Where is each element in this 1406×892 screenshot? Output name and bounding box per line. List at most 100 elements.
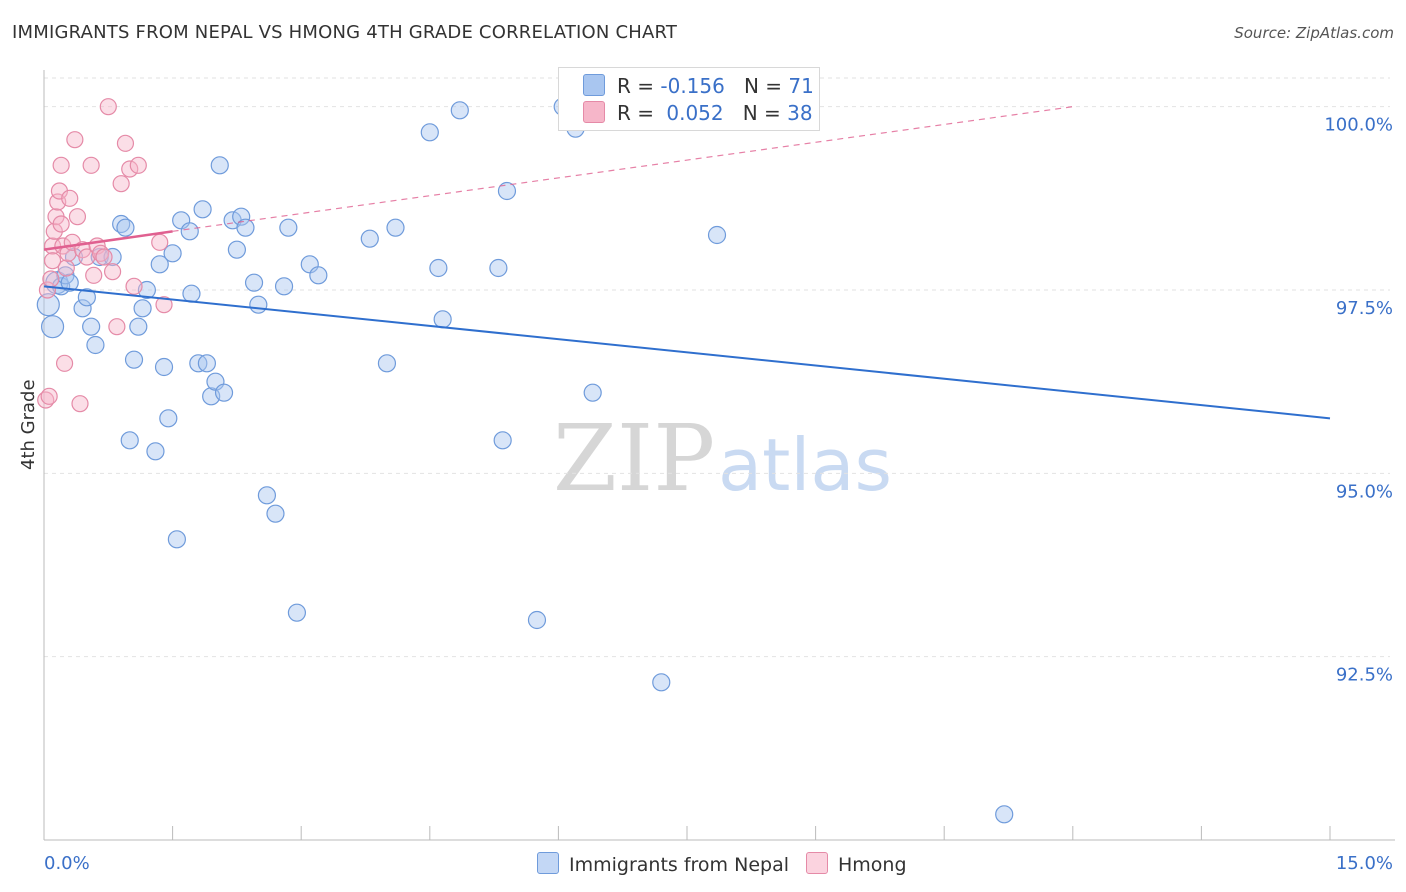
nepal-point: [180, 222, 199, 241]
hmong-point: [108, 318, 126, 336]
bottom-legend-hmong: Hmong: [806, 852, 907, 876]
hmong-point: [103, 263, 122, 281]
y-tick-label: 100.0%: [1324, 115, 1393, 136]
nepal-trend-line: [43, 285, 1331, 420]
nepal-point: [244, 273, 264, 292]
nepal-point: [386, 218, 405, 237]
hmong-point: [71, 395, 89, 413]
hmong-r-value: 0.052: [666, 101, 724, 125]
nepal-point: [197, 354, 216, 373]
nepal-point: [274, 277, 294, 296]
nepal-point: [236, 218, 255, 237]
hmong-trend-line: [43, 230, 173, 251]
nepal-point: [652, 673, 671, 692]
nepal-point: [450, 101, 469, 120]
nepal-point: [146, 442, 165, 461]
nepal-point: [257, 486, 277, 505]
nepal-point: [163, 244, 182, 263]
hmong-point: [38, 281, 57, 299]
nepal-point: [116, 218, 135, 237]
nepal-point: [279, 218, 298, 237]
hmong-point: [112, 175, 130, 193]
watermark-atlas: atlas: [718, 423, 892, 507]
nepal-point: [77, 288, 96, 307]
nepal-point: [266, 504, 285, 523]
hmong-point: [85, 266, 103, 284]
nepal-point: [182, 284, 201, 303]
nepal-point: [377, 354, 397, 373]
nepal-legend-label: Immigrants from Nepal: [569, 854, 789, 876]
x-tick-label-max: 15.0%: [1336, 853, 1393, 874]
hmong-point: [155, 296, 173, 314]
nepal-point: [309, 266, 328, 285]
nepal-point: [287, 603, 307, 622]
hmong-swatch: [583, 101, 605, 123]
nepal-point: [60, 273, 79, 292]
hmong-point: [78, 248, 96, 266]
hmong-point: [61, 189, 79, 207]
hmong-point: [43, 252, 62, 270]
nepal-point: [86, 335, 105, 355]
nepal-point: [159, 409, 178, 428]
nepal-point: [360, 229, 379, 248]
nepal-point: [137, 280, 156, 300]
hmong-point: [40, 387, 58, 405]
nepal-point: [124, 350, 144, 369]
nepal-swatch: [583, 74, 605, 96]
nepal-point: [497, 181, 517, 201]
hmong-point: [52, 215, 70, 233]
y-tick-label: 95.0%: [1336, 481, 1393, 502]
nepal-point: [214, 383, 234, 402]
hmong-trend-extension: [172, 106, 1073, 232]
hmong-point: [151, 233, 169, 251]
hmong-n-value: 38: [787, 101, 813, 125]
nepal-point: [420, 123, 439, 142]
hmong-point: [82, 156, 100, 174]
hmong-point: [116, 134, 135, 152]
nepal-point: [493, 431, 512, 450]
r-label: R =: [617, 74, 655, 98]
nepal-point: [167, 530, 186, 549]
nepal-n-value: 71: [788, 74, 814, 98]
nepal-point: [489, 258, 508, 278]
hmong-point: [125, 277, 143, 295]
nepal-r-value: -0.156: [660, 74, 725, 98]
nepal-point: [193, 200, 212, 219]
hmong-point: [66, 131, 84, 149]
nepal-point: [583, 383, 602, 402]
chart-source: Source: ZipAtlas.com: [1234, 24, 1394, 42]
r-label: R =: [617, 101, 655, 125]
chart-title: IMMIGRANTS FROM NEPAL VS HMONG 4TH GRADE…: [12, 22, 678, 43]
nepal-point: [40, 315, 65, 339]
hmong-point: [129, 156, 147, 174]
nepal-point: [82, 317, 101, 336]
hmong-point: [95, 248, 113, 266]
hmong-point: [52, 156, 70, 174]
nepal-point: [154, 357, 174, 377]
hmong-legend-swatch: [806, 852, 828, 874]
nepal-point: [429, 258, 448, 278]
nepal-point: [36, 293, 60, 317]
nepal-point: [150, 255, 169, 274]
nepal-point: [433, 310, 452, 329]
nepal-point: [707, 225, 727, 245]
legend-row-nepal: R = -0.156 N = 71: [583, 74, 814, 100]
nepal-point: [120, 431, 139, 450]
hmong-point: [42, 270, 60, 288]
nepal-point: [995, 805, 1014, 824]
nepal-point: [232, 207, 251, 226]
nepal-point: [129, 317, 148, 336]
y-tick-label: 97.5%: [1336, 298, 1393, 319]
nepal-point: [73, 299, 92, 318]
nepal-point: [249, 295, 268, 314]
hmong-point: [57, 259, 75, 277]
hmong-point: [55, 354, 74, 372]
hmong-point: [121, 160, 139, 178]
nepal-point: [133, 299, 152, 318]
watermark-zip: ZIP: [553, 405, 715, 512]
x-tick-label-min: 0.0%: [44, 853, 90, 874]
nepal-point: [527, 610, 547, 630]
n-label: N =: [743, 74, 783, 98]
bottom-legend-nepal: Immigrants from Nepal: [537, 852, 789, 876]
